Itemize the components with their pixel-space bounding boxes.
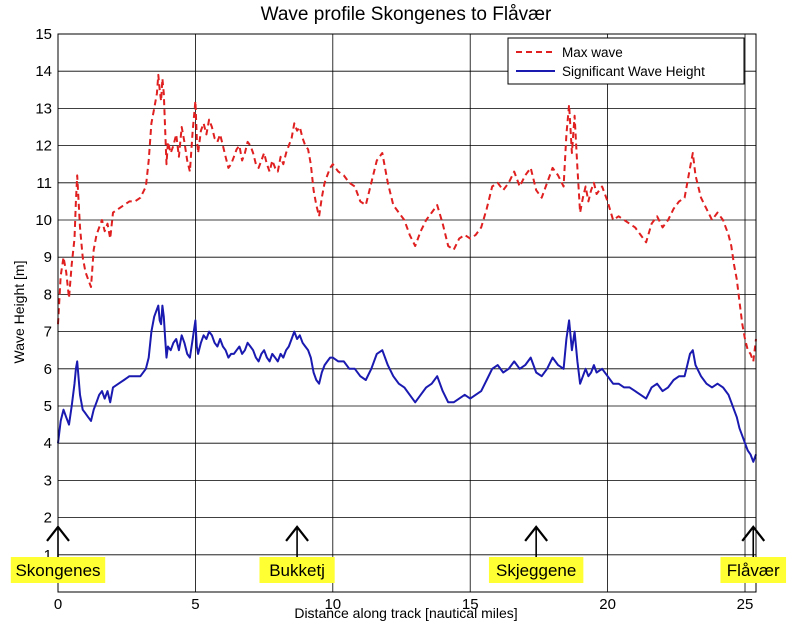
plot-border <box>57 33 757 593</box>
y-tick-label: 12 <box>35 138 52 155</box>
place-label: Bukketj <box>269 561 325 580</box>
x-tick-label: 25 <box>737 596 754 613</box>
legend-box <box>507 37 745 85</box>
place-label-background <box>488 557 584 583</box>
y-tick-label: 7 <box>44 324 52 341</box>
y-tick-label: 10 <box>35 212 52 229</box>
y-tick-label: 9 <box>44 249 52 266</box>
x-tick-label: 0 <box>54 596 62 613</box>
places-layer: Skongenes Bukketj Skjeggene Flåvær <box>10 525 787 583</box>
x-tick-label: 5 <box>191 596 199 613</box>
x-tick-label: 20 <box>599 596 616 613</box>
y-tick-label: 3 <box>44 472 52 489</box>
y-tick-label: 11 <box>36 175 52 192</box>
y-tick-label: 6 <box>44 361 52 378</box>
y-tick-label: 14 <box>35 63 52 80</box>
place-marker-bukketj: Bukketj <box>259 525 335 583</box>
y-tick-label: 2 <box>44 510 52 527</box>
place-label-background <box>10 557 106 583</box>
place-arrow-head <box>741 525 766 542</box>
y-tick-label: 4 <box>44 435 52 452</box>
place-marker-skongenes: Skongenes <box>10 525 106 583</box>
place-marker-fl-v-r: Flåvær <box>720 525 787 583</box>
x-axis-label: Distance along track [nautical miles] <box>294 605 517 621</box>
x-tick-label: 10 <box>324 596 341 613</box>
y-tick-label: 15 <box>35 26 52 43</box>
series-layer <box>57 73 757 463</box>
y-tick-label: 13 <box>35 100 52 117</box>
legend: Max wave Significant Wave Height <box>507 37 745 85</box>
series-line-significant-wave-height <box>57 304 757 463</box>
place-label: Skongenes <box>15 561 100 580</box>
y-tick-label: 8 <box>44 286 52 303</box>
y-axis-label: Wave Height [m] <box>11 261 27 364</box>
legend-label-significant-wave-height: Significant Wave Height <box>562 64 705 79</box>
legend-label-max-wave: Max wave <box>562 45 623 60</box>
place-label-background <box>720 557 787 583</box>
series-line-max-wave <box>57 73 757 363</box>
y-tick-label: 1 <box>44 547 52 564</box>
place-arrow-head <box>46 525 70 542</box>
place-arrow-head <box>524 525 549 542</box>
place-label: Flåvær <box>727 561 780 580</box>
y-tick-label: 5 <box>44 398 52 415</box>
place-label: Skjeggene <box>496 561 576 580</box>
place-marker-skjeggene: Skjeggene <box>488 525 584 583</box>
place-arrow-head <box>285 525 309 542</box>
place-label-background <box>259 557 335 583</box>
chart-title: Wave profile Skongenes to Flåvær <box>261 4 552 25</box>
x-tick-label: 15 <box>462 596 479 613</box>
